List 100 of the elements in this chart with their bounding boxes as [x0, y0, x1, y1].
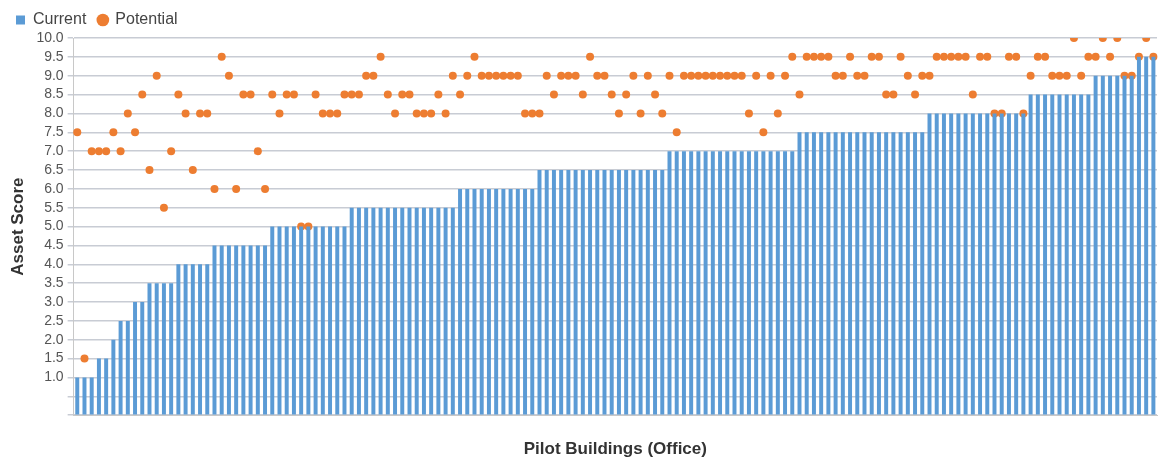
bar — [320, 226, 325, 415]
bar — [118, 320, 123, 415]
bar — [212, 245, 217, 415]
bar — [393, 207, 398, 415]
bar — [96, 358, 101, 415]
y-axis-title: Asset Score — [7, 177, 27, 276]
bar — [371, 207, 376, 415]
bar — [804, 132, 809, 415]
bar — [335, 226, 340, 415]
bar — [523, 188, 528, 415]
bar — [956, 113, 961, 415]
y-tick-label: 4.5 — [44, 236, 64, 253]
bar — [934, 113, 939, 415]
bar — [313, 226, 318, 415]
bar — [1115, 75, 1120, 415]
bar — [840, 132, 845, 415]
y-tick-label: 2.5 — [44, 311, 64, 328]
bar — [681, 151, 686, 415]
bar — [1006, 113, 1011, 415]
bar — [176, 264, 181, 415]
bar — [479, 188, 484, 415]
bar — [963, 113, 968, 415]
bar — [739, 151, 744, 415]
bar — [190, 264, 195, 415]
bar — [508, 188, 513, 415]
legend-label: Potential — [115, 10, 178, 28]
bar — [783, 151, 788, 415]
bar — [111, 339, 116, 415]
bar — [1028, 94, 1033, 415]
bar — [530, 188, 535, 415]
y-tick-label: 8.0 — [44, 104, 64, 121]
bar — [198, 264, 203, 415]
bar — [674, 151, 679, 415]
bar — [790, 151, 795, 415]
y-tick-label: 7.5 — [44, 123, 64, 140]
bar — [949, 113, 954, 415]
bar — [638, 170, 643, 415]
bar — [356, 207, 361, 415]
bar — [891, 132, 896, 415]
y-tick-label: 3.5 — [44, 274, 64, 291]
bar — [284, 226, 289, 415]
bar — [205, 264, 210, 415]
y-tick-label: 10.0 — [36, 28, 64, 45]
y-tick-label: 6.5 — [44, 160, 64, 177]
bar — [429, 207, 434, 415]
bar — [1043, 94, 1048, 415]
bar — [811, 132, 816, 415]
bar — [436, 207, 441, 415]
bar — [544, 170, 549, 415]
bar — [82, 377, 87, 415]
bar — [768, 151, 773, 415]
bar — [89, 377, 94, 415]
bar — [515, 188, 520, 415]
bar — [869, 132, 874, 415]
y-tick-label: 4.0 — [44, 255, 64, 272]
bar — [1064, 94, 1069, 415]
bar — [645, 170, 650, 415]
bar — [588, 170, 593, 415]
bar — [378, 207, 383, 415]
bar — [465, 188, 470, 415]
bar — [1035, 94, 1040, 415]
bar — [920, 132, 925, 415]
x-axis-title: Pilot Buildings (Office) — [523, 439, 707, 459]
bar — [631, 170, 636, 415]
bar — [905, 132, 910, 415]
bar — [884, 132, 889, 415]
y-tick-label: 2.0 — [44, 330, 64, 347]
bar — [573, 170, 578, 415]
bar — [277, 226, 282, 415]
bar — [183, 264, 188, 415]
bar — [161, 283, 166, 415]
bar — [913, 132, 918, 415]
bar — [328, 226, 333, 415]
bar — [970, 113, 975, 415]
bar — [255, 245, 260, 415]
bar — [154, 283, 159, 415]
y-tick-label: 6.0 — [44, 179, 64, 196]
bar — [1079, 94, 1084, 415]
bar — [1014, 113, 1019, 415]
bar — [1086, 94, 1091, 415]
bar — [234, 245, 239, 415]
bar — [486, 188, 491, 415]
bar — [855, 132, 860, 415]
bar — [876, 132, 881, 415]
bar — [775, 151, 780, 415]
bar — [761, 151, 766, 415]
bar — [616, 170, 621, 415]
bar — [754, 151, 759, 415]
y-tick-label: 1.0 — [44, 368, 64, 385]
bar — [985, 113, 990, 415]
bar — [718, 151, 723, 415]
bar — [898, 132, 903, 415]
bar — [703, 151, 708, 415]
bar — [609, 170, 614, 415]
bar — [501, 188, 506, 415]
bar — [653, 170, 658, 415]
y-tick-label: 1.5 — [44, 349, 64, 366]
bar — [140, 302, 145, 415]
bar — [241, 245, 246, 415]
bar — [1144, 56, 1149, 415]
